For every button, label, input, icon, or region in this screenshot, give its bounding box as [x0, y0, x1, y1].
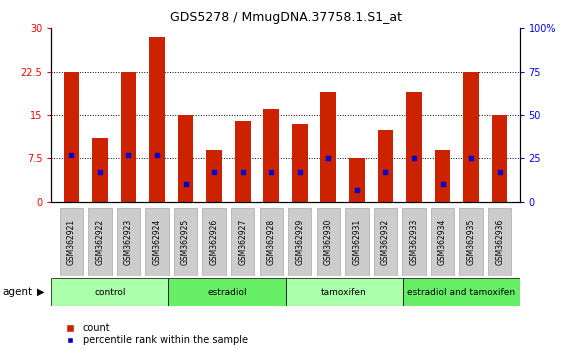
- Text: control: control: [94, 287, 126, 297]
- FancyBboxPatch shape: [286, 278, 403, 306]
- Bar: [435, 150, 451, 202]
- FancyBboxPatch shape: [316, 208, 340, 277]
- FancyBboxPatch shape: [59, 208, 83, 277]
- Bar: [235, 121, 251, 202]
- Text: GSM362935: GSM362935: [467, 219, 476, 266]
- Text: GDS5278 / MmugDNA.37758.1.S1_at: GDS5278 / MmugDNA.37758.1.S1_at: [170, 11, 401, 24]
- FancyBboxPatch shape: [460, 208, 483, 277]
- Bar: [63, 72, 79, 202]
- Text: GSM362930: GSM362930: [324, 219, 333, 266]
- FancyBboxPatch shape: [488, 208, 512, 277]
- FancyBboxPatch shape: [403, 208, 426, 277]
- Bar: [92, 138, 108, 202]
- FancyBboxPatch shape: [288, 208, 312, 277]
- FancyBboxPatch shape: [88, 208, 112, 277]
- Bar: [263, 109, 279, 202]
- FancyBboxPatch shape: [374, 208, 397, 277]
- Text: GSM362921: GSM362921: [67, 219, 76, 265]
- Text: GSM362931: GSM362931: [352, 219, 361, 265]
- Text: GSM362932: GSM362932: [381, 219, 390, 265]
- FancyBboxPatch shape: [117, 208, 140, 277]
- Text: ▶: ▶: [37, 287, 45, 297]
- Bar: [349, 159, 365, 202]
- Bar: [320, 92, 336, 202]
- Text: GSM362925: GSM362925: [181, 219, 190, 265]
- FancyBboxPatch shape: [174, 208, 198, 277]
- Text: GSM362926: GSM362926: [210, 219, 219, 265]
- Text: estradiol and tamoxifen: estradiol and tamoxifen: [407, 287, 515, 297]
- Text: GSM362923: GSM362923: [124, 219, 133, 265]
- FancyBboxPatch shape: [51, 278, 168, 306]
- FancyBboxPatch shape: [168, 278, 286, 306]
- Bar: [292, 124, 308, 202]
- Text: tamoxifen: tamoxifen: [321, 287, 367, 297]
- Bar: [406, 92, 422, 202]
- Bar: [492, 115, 508, 202]
- Text: GSM362927: GSM362927: [238, 219, 247, 265]
- Bar: [463, 72, 479, 202]
- Bar: [149, 37, 165, 202]
- Text: estradiol: estradiol: [207, 287, 247, 297]
- Text: GSM362934: GSM362934: [438, 219, 447, 266]
- FancyBboxPatch shape: [145, 208, 169, 277]
- Text: GSM362936: GSM362936: [495, 219, 504, 266]
- FancyBboxPatch shape: [345, 208, 369, 277]
- Text: GSM362933: GSM362933: [409, 219, 419, 266]
- FancyBboxPatch shape: [431, 208, 455, 277]
- FancyBboxPatch shape: [259, 208, 283, 277]
- Text: agent: agent: [3, 287, 33, 297]
- Legend: count, percentile rank within the sample: count, percentile rank within the sample: [57, 319, 251, 349]
- FancyBboxPatch shape: [231, 208, 255, 277]
- Bar: [178, 115, 194, 202]
- Bar: [120, 72, 136, 202]
- Text: GSM362922: GSM362922: [95, 219, 104, 265]
- Text: GSM362928: GSM362928: [267, 219, 276, 265]
- Bar: [206, 150, 222, 202]
- FancyBboxPatch shape: [403, 278, 520, 306]
- Bar: [377, 130, 393, 202]
- FancyBboxPatch shape: [203, 208, 226, 277]
- Text: GSM362924: GSM362924: [152, 219, 162, 265]
- Text: GSM362929: GSM362929: [295, 219, 304, 265]
